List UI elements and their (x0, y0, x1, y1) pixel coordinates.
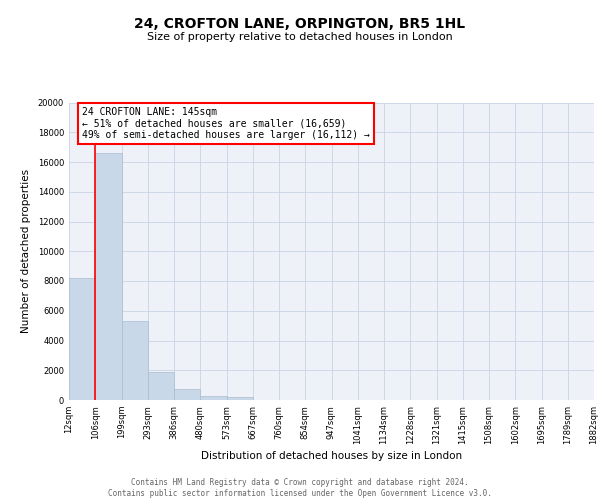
Bar (227, 397, 253, 400)
X-axis label: Distribution of detached houses by size in London: Distribution of detached houses by size … (201, 451, 462, 461)
Bar (148, 372, 174, 400)
Y-axis label: Number of detached properties: Number of detached properties (21, 169, 31, 334)
Bar (200, 396, 227, 400)
Text: 24 CROFTON LANE: 145sqm
← 51% of detached houses are smaller (16,659)
49% of sem: 24 CROFTON LANE: 145sqm ← 51% of detache… (82, 107, 370, 140)
Bar (174, 389, 200, 400)
Text: Size of property relative to detached houses in London: Size of property relative to detached ho… (147, 32, 453, 42)
Text: 24, CROFTON LANE, ORPINGTON, BR5 1HL: 24, CROFTON LANE, ORPINGTON, BR5 1HL (134, 18, 466, 32)
Bar (69, 278, 95, 400)
Bar (121, 321, 148, 400)
Bar (95, 153, 121, 400)
Text: Contains HM Land Registry data © Crown copyright and database right 2024.
Contai: Contains HM Land Registry data © Crown c… (108, 478, 492, 498)
